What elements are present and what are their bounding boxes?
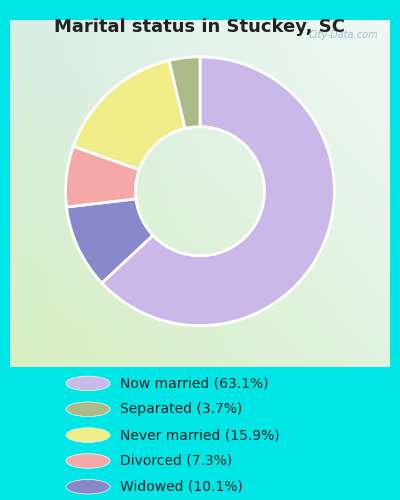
Text: Marital status in Stuckey, SC: Marital status in Stuckey, SC xyxy=(54,18,346,36)
Circle shape xyxy=(66,402,110,416)
Circle shape xyxy=(66,454,110,468)
Text: Widowed (10.1%): Widowed (10.1%) xyxy=(120,480,243,494)
Circle shape xyxy=(66,376,110,390)
Circle shape xyxy=(66,428,110,442)
Wedge shape xyxy=(102,57,334,326)
Wedge shape xyxy=(73,60,185,170)
Wedge shape xyxy=(169,57,200,128)
Wedge shape xyxy=(66,199,153,283)
Circle shape xyxy=(66,480,110,494)
Wedge shape xyxy=(66,146,139,207)
Text: Now married (63.1%): Now married (63.1%) xyxy=(120,376,268,390)
Text: Separated (3.7%): Separated (3.7%) xyxy=(120,402,242,416)
Text: City-Data.com: City-Data.com xyxy=(309,30,378,40)
Text: Divorced (7.3%): Divorced (7.3%) xyxy=(120,454,232,468)
Text: Never married (15.9%): Never married (15.9%) xyxy=(120,428,280,442)
